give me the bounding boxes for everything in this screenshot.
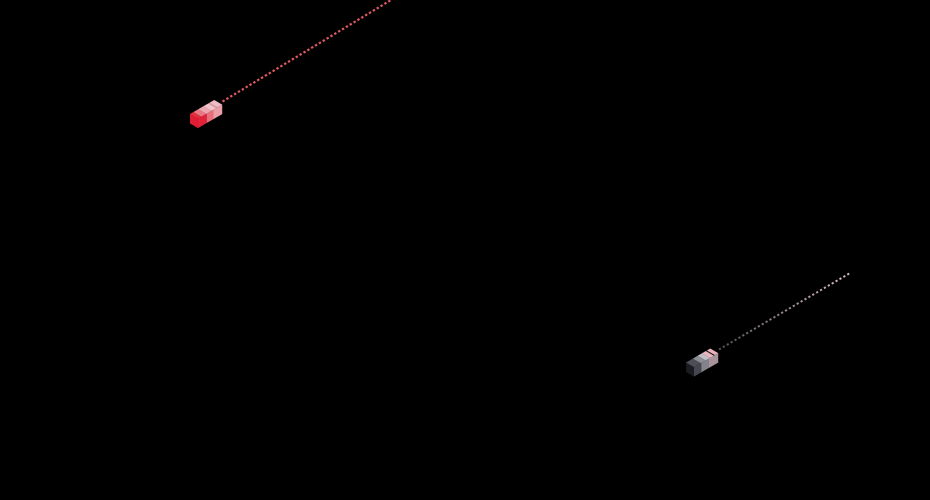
red-unit-path bbox=[221, 0, 392, 103]
dark-unit[interactable] bbox=[686, 348, 719, 377]
dark-unit-path-line bbox=[718, 271, 852, 351]
red-unit-path-line bbox=[221, 0, 392, 103]
red-unit[interactable] bbox=[190, 100, 223, 129]
dark-unit-path bbox=[718, 271, 852, 351]
